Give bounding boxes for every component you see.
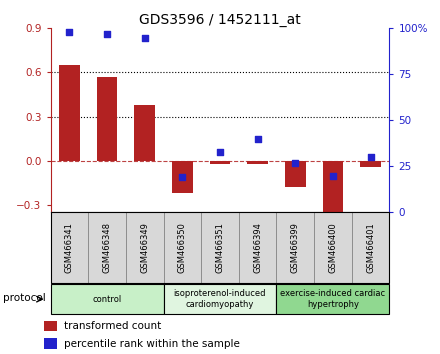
Bar [134,105,155,161]
Bar [44,320,57,331]
Point [254,136,261,142]
Text: GSM466348: GSM466348 [103,222,112,273]
Bar [88,212,126,283]
Bar [172,161,193,193]
Bar [164,284,276,314]
Text: control: control [92,295,122,304]
Text: GSM466349: GSM466349 [140,222,149,273]
Bar [276,284,389,314]
Bar [44,338,57,349]
Bar [209,161,231,164]
Point [66,29,73,35]
Text: GSM466394: GSM466394 [253,222,262,273]
Point [141,35,148,40]
Point [292,160,299,166]
Point [179,175,186,180]
Bar [51,284,164,314]
Bar [323,161,343,215]
Bar [97,77,117,161]
Bar [201,212,239,283]
Point [103,31,110,37]
Point [367,154,374,160]
Bar [285,161,306,187]
Text: transformed count: transformed count [64,321,161,331]
Bar [51,212,88,283]
Text: percentile rank within the sample: percentile rank within the sample [64,339,240,349]
Text: isoproterenol-induced
cardiomyopathy: isoproterenol-induced cardiomyopathy [174,290,266,309]
Bar [126,212,164,283]
Text: GSM466351: GSM466351 [216,222,224,273]
Text: GSM466350: GSM466350 [178,222,187,273]
Bar [314,212,352,283]
Bar [164,212,201,283]
Text: GSM466400: GSM466400 [328,222,337,273]
Bar [59,65,80,161]
Bar [247,161,268,164]
Text: GSM466341: GSM466341 [65,222,74,273]
Bar [360,161,381,167]
Text: protocol: protocol [3,292,45,303]
Bar [276,212,314,283]
Text: exercise-induced cardiac
hypertrophy: exercise-induced cardiac hypertrophy [280,290,385,309]
Point [330,173,337,178]
Bar [352,212,389,283]
Bar [239,212,276,283]
Point [216,149,224,154]
Title: GDS3596 / 1452111_at: GDS3596 / 1452111_at [139,13,301,27]
Text: GSM466399: GSM466399 [291,222,300,273]
Text: GSM466401: GSM466401 [366,222,375,273]
